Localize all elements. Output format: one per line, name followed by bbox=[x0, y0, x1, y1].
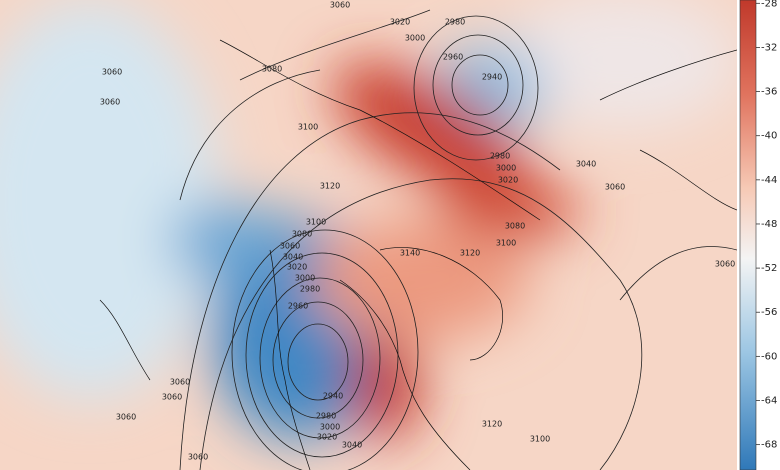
contour-label: 3020 bbox=[390, 18, 410, 27]
contour-label: 3140 bbox=[400, 249, 420, 258]
contour-label: 2980 bbox=[490, 152, 510, 161]
contour-label: 3060 bbox=[188, 453, 208, 462]
colorbar-tick-label: -60 bbox=[761, 351, 777, 362]
contour-label: 3100 bbox=[306, 218, 326, 227]
contour-label: 3100 bbox=[298, 123, 318, 132]
colorbar-tick-label: -36 bbox=[761, 87, 777, 98]
contour-label: 2980 bbox=[300, 285, 320, 294]
contour-label: 3020 bbox=[498, 176, 518, 185]
colorbar-tick-label: -40 bbox=[761, 131, 777, 142]
colorbar-tick-label: -44 bbox=[761, 175, 777, 186]
contour-label: 3060 bbox=[605, 183, 625, 192]
colorbar-tick-label: -32 bbox=[761, 42, 777, 53]
contour-label: 3040 bbox=[342, 441, 362, 450]
contour-label: 3040 bbox=[576, 160, 596, 169]
map-field: 3060 3020 2980 3000 2960 2940 3080 3060 3060 3100… bbox=[0, 0, 737, 470]
contour-label: 3120 bbox=[482, 420, 502, 429]
contour-label: 3060 bbox=[162, 393, 182, 402]
contour-label: 3100 bbox=[530, 435, 550, 444]
coastlines bbox=[99, 39, 737, 470]
contour-label: 3060 bbox=[170, 378, 190, 387]
contour-label: 3040 bbox=[283, 253, 303, 262]
contour-label: 3080 bbox=[505, 222, 525, 231]
colorbar-ticks: -28 -32 -36 -40 -44 -48 -52 -56 -60 -64 -68 bbox=[756, 0, 777, 451]
contour-label: 3000 bbox=[295, 274, 315, 283]
contour-label: 2980 bbox=[445, 18, 465, 27]
contour-labels: 3060 3020 2980 3000 2960 2940 3080 3060 3060 3100… bbox=[100, 1, 735, 462]
contour-label: 3060 bbox=[280, 242, 300, 251]
contour-label: 2960 bbox=[443, 53, 463, 62]
contour-label: 3120 bbox=[320, 182, 340, 191]
colorbar-tick-label: -68 bbox=[761, 440, 777, 451]
contour-label: 2940 bbox=[482, 73, 502, 82]
colorbar-tick-label: -52 bbox=[761, 263, 777, 274]
contour-label: 3020 bbox=[317, 433, 337, 442]
contour-label: 3000 bbox=[496, 164, 516, 173]
contour-label: 3020 bbox=[287, 263, 307, 272]
colorbar-tick-label: -28 bbox=[761, 0, 777, 9]
contours bbox=[179, 9, 737, 470]
colorbar-tick-label: -56 bbox=[761, 307, 777, 318]
colorbar-tick-label: -48 bbox=[761, 219, 777, 230]
contour-label: 2980 bbox=[316, 412, 336, 421]
contour-label: 3100 bbox=[496, 239, 516, 248]
colorbar bbox=[739, 0, 757, 470]
contour-label: 3060 bbox=[330, 1, 350, 10]
contour-label: 3060 bbox=[116, 413, 136, 422]
contour-label: 3000 bbox=[405, 34, 425, 43]
contour-label: 3080 bbox=[262, 65, 282, 74]
contour-label: 2960 bbox=[288, 302, 308, 311]
contour-label: 3080 bbox=[292, 230, 312, 239]
colorbar-tick-label: -64 bbox=[761, 395, 777, 406]
contour-label: 3060 bbox=[100, 98, 120, 107]
contour-label: 3060 bbox=[102, 68, 122, 77]
contour-label: 3120 bbox=[460, 249, 480, 258]
contour-label: 3060 bbox=[715, 260, 735, 269]
contour-label: 2940 bbox=[323, 392, 343, 401]
contour-label: 3000 bbox=[320, 423, 340, 432]
